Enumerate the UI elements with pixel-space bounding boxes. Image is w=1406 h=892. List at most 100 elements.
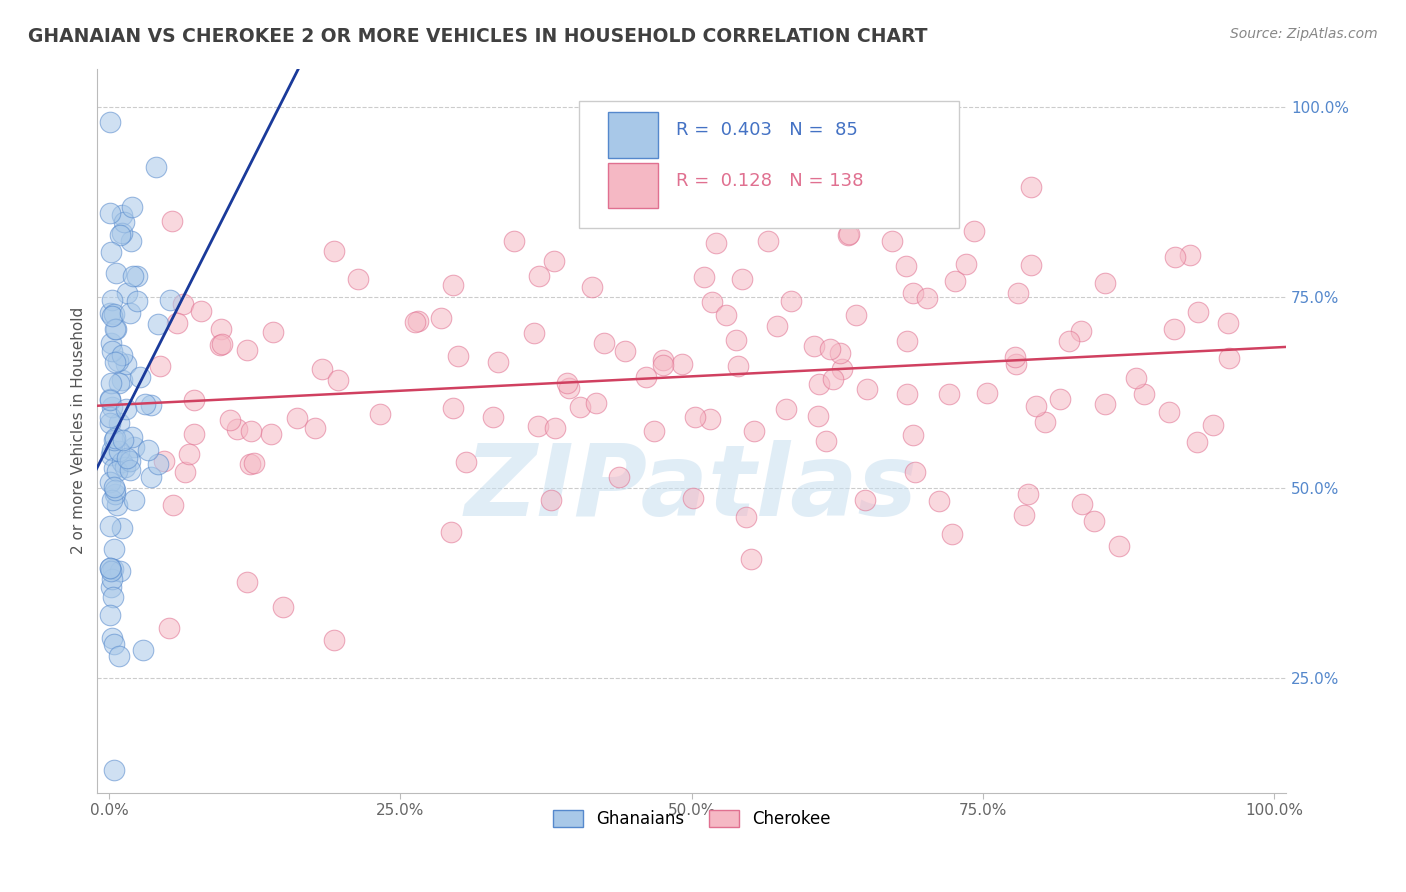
Point bbox=[447, 349, 470, 363]
Point bbox=[322, 633, 344, 648]
Point bbox=[1071, 497, 1094, 511]
Point bbox=[183, 427, 205, 442]
Point bbox=[1059, 334, 1081, 348]
Point bbox=[1025, 399, 1047, 413]
Point bbox=[1218, 316, 1240, 330]
Point bbox=[482, 409, 505, 424]
Point bbox=[901, 428, 924, 442]
Point bbox=[558, 381, 581, 395]
Point bbox=[904, 465, 927, 479]
Point bbox=[173, 465, 195, 479]
Point bbox=[454, 455, 477, 469]
Point bbox=[125, 293, 148, 308]
Point bbox=[406, 314, 429, 328]
Point bbox=[146, 457, 169, 471]
Point bbox=[1017, 487, 1039, 501]
Point bbox=[328, 372, 350, 386]
Point bbox=[1094, 397, 1116, 411]
Point bbox=[118, 463, 141, 477]
Point bbox=[139, 398, 162, 412]
Point bbox=[780, 293, 803, 308]
Point bbox=[404, 315, 426, 329]
Point bbox=[896, 194, 918, 209]
Point bbox=[740, 552, 762, 566]
Point bbox=[107, 354, 129, 368]
Point bbox=[108, 227, 131, 242]
Point bbox=[347, 271, 370, 285]
Point bbox=[486, 355, 509, 369]
Point bbox=[370, 407, 392, 421]
Point bbox=[105, 498, 128, 512]
Point bbox=[1049, 392, 1071, 407]
Point bbox=[682, 491, 704, 505]
Point bbox=[153, 454, 176, 468]
Point bbox=[304, 421, 326, 435]
Point bbox=[117, 285, 139, 300]
Point bbox=[503, 234, 526, 248]
Point bbox=[807, 409, 830, 423]
Point bbox=[945, 274, 967, 288]
Point bbox=[1125, 371, 1147, 385]
Text: R =  0.128   N = 138: R = 0.128 N = 138 bbox=[676, 172, 863, 190]
Point bbox=[1202, 417, 1225, 432]
Point bbox=[671, 357, 693, 371]
Point bbox=[766, 318, 789, 333]
Point bbox=[103, 637, 125, 651]
Text: ZIPatlas: ZIPatlas bbox=[465, 440, 918, 537]
Point bbox=[104, 486, 127, 500]
Point bbox=[190, 304, 212, 318]
Point bbox=[1133, 387, 1156, 401]
Point bbox=[108, 565, 131, 579]
Text: GHANAIAN VS CHEROKEE 2 OR MORE VEHICLES IN HOUSEHOLD CORRELATION CHART: GHANAIAN VS CHEROKEE 2 OR MORE VEHICLES … bbox=[28, 27, 928, 45]
Point bbox=[101, 493, 124, 508]
Point bbox=[121, 200, 143, 214]
Point bbox=[441, 278, 464, 293]
Point bbox=[1159, 405, 1181, 419]
Point bbox=[287, 411, 309, 425]
Point bbox=[523, 326, 546, 341]
Point bbox=[683, 410, 706, 425]
Point bbox=[856, 382, 879, 396]
Point bbox=[555, 376, 578, 391]
Point bbox=[634, 369, 657, 384]
Point bbox=[1164, 250, 1187, 264]
Point bbox=[807, 376, 830, 391]
Point bbox=[1094, 277, 1116, 291]
Point bbox=[129, 370, 152, 384]
Point bbox=[117, 450, 139, 465]
Point bbox=[581, 279, 603, 293]
Text: R =  0.403   N =  85: R = 0.403 N = 85 bbox=[676, 121, 858, 139]
Point bbox=[104, 483, 127, 497]
Point bbox=[100, 335, 122, 350]
Point bbox=[107, 443, 129, 458]
Text: Source: ZipAtlas.com: Source: ZipAtlas.com bbox=[1230, 27, 1378, 41]
Point bbox=[98, 607, 121, 622]
Point bbox=[219, 413, 242, 427]
FancyBboxPatch shape bbox=[579, 101, 959, 227]
Point bbox=[146, 317, 169, 331]
Point bbox=[585, 396, 607, 410]
Point bbox=[976, 386, 998, 401]
Point bbox=[855, 493, 877, 508]
Point bbox=[103, 562, 125, 576]
Point bbox=[837, 228, 859, 243]
Y-axis label: 2 or more Vehicles in Household: 2 or more Vehicles in Household bbox=[72, 307, 86, 554]
Point bbox=[915, 292, 938, 306]
Point bbox=[101, 401, 124, 415]
Point bbox=[111, 521, 134, 535]
Point bbox=[540, 493, 562, 508]
Point bbox=[742, 424, 765, 438]
Point bbox=[121, 268, 143, 283]
Point bbox=[101, 631, 124, 645]
Point bbox=[115, 402, 138, 417]
Point bbox=[928, 494, 950, 508]
Point bbox=[831, 361, 853, 376]
Point bbox=[172, 297, 194, 311]
Point bbox=[103, 307, 125, 321]
Point bbox=[1070, 324, 1092, 338]
Point bbox=[118, 306, 141, 320]
Point bbox=[101, 309, 124, 323]
Point bbox=[104, 322, 127, 336]
Point bbox=[98, 206, 121, 220]
Bar bbox=[609, 162, 658, 208]
